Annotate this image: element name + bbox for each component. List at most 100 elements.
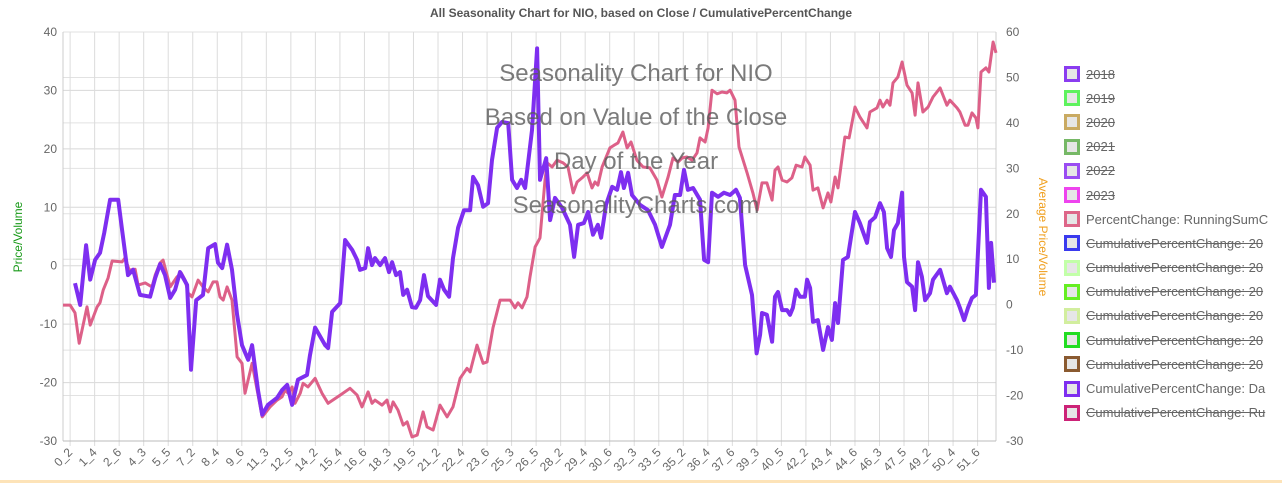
y-tick-label-right: 10 [1006, 252, 1020, 266]
y-tick-label-left: 20 [44, 142, 58, 156]
legend-item[interactable]: 2023 [1064, 183, 1282, 207]
legend-label: CumulativePercentChange: 20 [1086, 308, 1264, 324]
legend-label: CumulativePercentChange: 20 [1086, 235, 1264, 251]
legend-item[interactable]: 2018 [1064, 62, 1282, 86]
y-tick-label-right: -20 [1006, 389, 1024, 403]
chart-title: All Seasonality Chart for NIO, based on … [429, 6, 853, 20]
x-tick-label: 49_2 [905, 445, 934, 474]
legend-swatch-icon [1064, 380, 1080, 397]
y-tick-label-right: 50 [1006, 70, 1020, 84]
x-tick-label: 50_4 [929, 445, 958, 474]
y-axis-left-label: Price/Volume [11, 201, 25, 273]
x-tick-label: 37_6 [709, 445, 738, 474]
y-tick-label-right: 60 [1006, 25, 1020, 39]
x-tick-label: 29_4 [562, 445, 591, 474]
y-tick-label-right: 0 [1006, 298, 1013, 312]
x-tick-label: 15_4 [316, 445, 345, 474]
legend-item[interactable]: 2020 [1064, 110, 1282, 134]
x-tick-label: 12_5 [267, 445, 296, 474]
y-tick-label-right: -10 [1006, 343, 1024, 357]
y-axis-right-label: Average Price/Volume [1036, 177, 1050, 297]
legend-label: 2019 [1086, 90, 1115, 106]
x-tick-label: 25_3 [488, 445, 517, 474]
x-tick-label: 40_5 [758, 445, 787, 474]
series-line-percent-change-running-sum [63, 40, 998, 439]
legend-item[interactable]: CumulativePercentChange: 20 [1064, 304, 1282, 328]
watermark-line: SeasonalityCharts.com [512, 192, 760, 219]
x-tick-label: 44_6 [831, 445, 860, 474]
x-tick-label: 0_2 [51, 445, 75, 469]
legend-swatch-icon [1064, 332, 1080, 349]
legend-swatch-icon [1064, 259, 1080, 276]
x-tick-label: 22_4 [439, 445, 468, 474]
x-tick-label: 32_3 [611, 445, 640, 474]
divider [0, 480, 1282, 483]
x-tick-label: 8_4 [198, 445, 222, 469]
legend-item[interactable]: 2022 [1064, 159, 1282, 183]
y-tick-label-right: -30 [1006, 434, 1024, 448]
y-tick-label-right: 40 [1006, 116, 1020, 130]
legend: 2018 2019 2020 2021 2022 2023 PercentChange: R… [1064, 62, 1282, 425]
legend-label: CumulativePercentChange: Da [1086, 381, 1266, 397]
x-tick-label: 1_4 [76, 445, 100, 469]
y-tick-label-left: 30 [44, 83, 58, 97]
legend-item[interactable]: CumulativePercentChange: 20 [1064, 328, 1282, 352]
y-tick-label-left: 0 [50, 259, 57, 273]
y-tick-label-left: 10 [44, 200, 58, 214]
x-tick-label: 5_5 [149, 445, 173, 469]
legend-label: 2021 [1086, 139, 1115, 155]
legend-swatch-icon [1064, 90, 1080, 107]
x-tick-label: 42_2 [782, 445, 811, 474]
legend-item[interactable]: 2021 [1064, 135, 1282, 159]
legend-label: CumulativePercentChange: Ru [1086, 405, 1266, 421]
x-tick-label: 23_6 [463, 445, 492, 474]
x-tick-label: 11_3 [243, 445, 271, 473]
legend-label: 2020 [1086, 114, 1115, 130]
x-tick-label: 28_2 [537, 445, 566, 474]
legend-swatch-icon [1064, 187, 1080, 204]
x-tick-label: 9_6 [223, 445, 247, 469]
x-tick-label: 51_6 [954, 445, 983, 474]
x-tick-label: 26_5 [512, 445, 541, 474]
legend-item[interactable]: CumulativePercentChange: Ru [1064, 401, 1282, 425]
y-tick-label-right: 30 [1006, 161, 1020, 175]
x-tick-label: 39_3 [733, 445, 762, 474]
legend-item[interactable]: CumulativePercentChange: 20 [1064, 352, 1282, 376]
x-tick-label: 4_3 [125, 445, 149, 469]
legend-item[interactable]: CumulativePercentChange: 20 [1064, 256, 1282, 280]
legend-swatch-icon [1064, 404, 1080, 421]
legend-swatch-icon [1064, 211, 1080, 228]
legend-item[interactable]: 2019 [1064, 86, 1282, 110]
series-lines [63, 40, 998, 439]
x-tick-label: 18_3 [365, 445, 394, 474]
legend-item[interactable]: PercentChange: RunningSumC [1064, 207, 1282, 231]
watermark-line: Seasonality Chart for NIO [499, 60, 773, 87]
legend-swatch-icon [1064, 138, 1080, 155]
legend-swatch-icon [1064, 114, 1080, 131]
legend-label: CumulativePercentChange: 20 [1086, 356, 1264, 372]
legend-swatch-icon [1064, 235, 1080, 252]
legend-item[interactable]: CumulativePercentChange: 20 [1064, 280, 1282, 304]
legend-item[interactable]: CumulativePercentChange: Da [1064, 376, 1282, 400]
legend-label: PercentChange: RunningSumC [1086, 211, 1269, 227]
x-tick-label: 16_6 [341, 445, 370, 474]
watermark-line: Day of the Year [553, 148, 719, 175]
legend-swatch-icon [1064, 162, 1080, 179]
x-tick-label: 43_4 [807, 445, 836, 474]
x-tick-label: 47_5 [880, 445, 909, 474]
y-tick-label-left: -20 [40, 376, 58, 390]
series-line-cumulative-percent-change [73, 46, 996, 417]
legend-label: CumulativePercentChange: 20 [1086, 260, 1264, 276]
grid [63, 31, 996, 446]
x-tick-label: 46_3 [856, 445, 885, 474]
legend-label: 2023 [1086, 187, 1115, 203]
x-tick-label: 35_2 [660, 445, 689, 474]
legend-label: 2018 [1086, 66, 1115, 82]
legend-item[interactable]: CumulativePercentChange: 20 [1064, 231, 1282, 255]
x-tick-label: 36_4 [684, 445, 713, 474]
x-tick-label: 14_2 [292, 445, 321, 474]
legend-label: CumulativePercentChange: 20 [1086, 332, 1264, 348]
axes: 40 30 20 10 0 -10 -20 -30 60 50 40 30 20 10 0 -10 -20 -30… [40, 25, 1024, 474]
x-tick-label: 2_6 [100, 445, 124, 469]
